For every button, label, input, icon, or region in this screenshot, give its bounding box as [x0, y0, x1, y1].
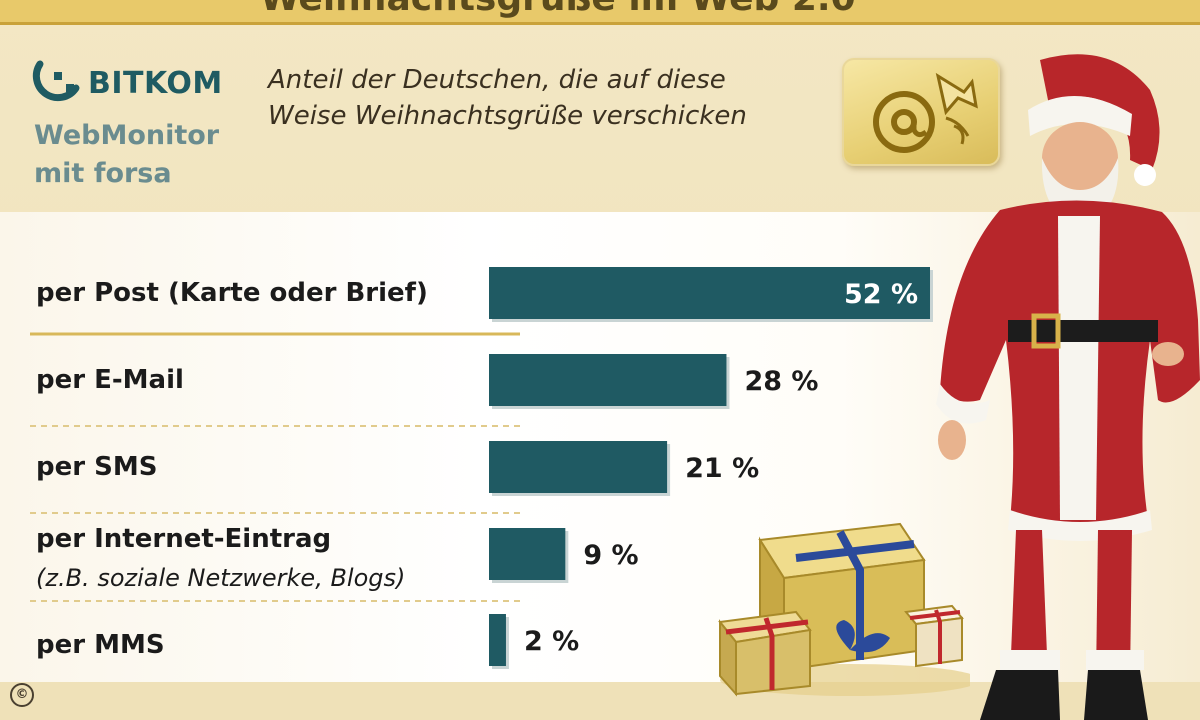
bar — [489, 441, 668, 493]
bitkom-logo: BITKOM WebMonitor mit forsa — [30, 50, 240, 200]
bar — [489, 267, 930, 319]
category-label: per MMS — [36, 630, 165, 660]
category-label: per Post (Karte oder Brief) — [36, 278, 428, 308]
at-sign-trumpet-icon — [873, 72, 978, 153]
value-label: 52 % — [844, 279, 918, 310]
logo-subtitle-webmonitor: WebMonitor — [34, 120, 220, 151]
category-note: (z.B. soziale Netzwerke, Blogs) — [36, 564, 406, 592]
category-label: per Internet-Eintrag — [36, 524, 332, 554]
value-label: 2 % — [524, 626, 579, 657]
value-labels: 52 % 28 % 21 % 9 % 2 % — [524, 279, 918, 657]
bars — [489, 267, 933, 669]
value-label: 28 % — [744, 366, 818, 397]
logo-subtitle-forsa: mit forsa — [34, 158, 172, 189]
category-label: per E-Mail — [36, 365, 184, 395]
subtitle-line-1: Anteil der Deutschen, die auf diese — [268, 65, 726, 95]
chart-subtitle: Anteil der Deutschen, die auf diese Weis… — [268, 62, 828, 134]
value-label: 9 % — [583, 540, 638, 571]
title-band: Weihnachtsgrüße im Web 2.0 — [0, 0, 1200, 25]
logo-brand: BITKOM — [88, 66, 223, 101]
bar-chart: 52 % 28 % 21 % 9 % 2 % — [30, 267, 933, 669]
cut-title: Weihnachtsgrüße im Web 2.0 — [260, 0, 856, 19]
subtitle-line-2: Weise Weihnachtsgrüße verschicken — [268, 101, 747, 131]
bar — [489, 528, 566, 580]
email-badge — [842, 58, 1000, 166]
gift-boxes-icon — [718, 522, 970, 697]
category-label: per SMS — [36, 452, 158, 482]
bar — [489, 354, 727, 406]
copyright-icon: © — [10, 683, 34, 707]
bitkom-logo-icon — [32, 60, 80, 102]
santa-claus-icon — [936, 54, 1200, 720]
value-label: 21 % — [685, 453, 759, 484]
bar — [489, 614, 506, 666]
row-separators — [30, 332, 520, 602]
